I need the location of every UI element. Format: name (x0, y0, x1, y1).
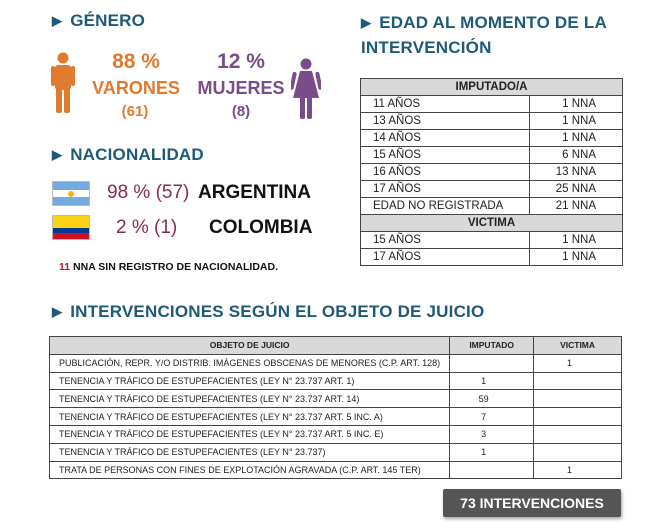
table-row: TENENCIA Y TRÁFICO DE ESTUPEFACIENTES (L… (48, 424, 622, 444)
table-row: PUBLICACIÓN, REPR. Y/O DISTRIB. IMÁGENES… (48, 353, 622, 373)
triangle-right-icon: ▶ (52, 304, 63, 319)
triangle-right-icon: ▶ (52, 13, 63, 28)
victima-header: VICTIMA (360, 214, 623, 232)
table-row: TENENCIA Y TRÁFICO DE ESTUPEFACIENTES (L… (48, 389, 622, 409)
female-percentage: 12 % (217, 50, 265, 73)
colombia-label: COLOMBIA (209, 217, 313, 238)
argentina-label: ARGENTINA (198, 182, 311, 203)
triangle-right-icon: ▶ (361, 15, 372, 30)
triangle-right-icon: ▶ (52, 147, 63, 162)
table-row: 17 AÑOS 25 NNA (360, 180, 624, 198)
male-count: (61) (121, 103, 149, 120)
table-row: 13 AÑOS 1 NNA (360, 112, 624, 130)
nationality-section-title: ▶ NACIONALIDAD (52, 145, 204, 164)
male-percentage: 88 % (112, 50, 160, 73)
imputado-header: IMPUTADO/A (360, 78, 623, 96)
table-row: 16 AÑOS 13 NNA (360, 163, 624, 181)
table-header-row: OBJETO DE JUICIO IMPUTADO VICTIMA (48, 336, 622, 355)
total-interventions-badge: 73 INTERVENCIONES (443, 489, 621, 517)
table-row: EDAD NO REGISTRADA 21 NNA (360, 197, 624, 215)
argentina-flag-icon (52, 181, 90, 206)
age-table: IMPUTADO/A 11 AÑOS 1 NNA 13 AÑOS 1 NNA 14 … (360, 78, 624, 266)
nationality-note: 11 NNA SIN REGISTRO DE NACIONALIDAD. (59, 261, 278, 273)
table-row: 11 AÑOS 1 NNA (360, 95, 624, 113)
female-person-icon (291, 58, 321, 119)
objects-section-title: ▶ INTERVENCIONES SEGÚN EL OBJETO DE JUICI… (52, 302, 485, 321)
colombia-flag-icon (52, 215, 90, 240)
female-label: MUJERES (197, 78, 285, 98)
table-row: 17 AÑOS 1 NNA (360, 248, 624, 266)
argentina-percentage: 98 % (57) (107, 182, 190, 203)
table-row: 15 AÑOS 1 NNA (360, 231, 624, 249)
male-person-icon (51, 52, 75, 113)
male-label: VARONES (92, 78, 180, 98)
table-row: TENENCIA Y TRÁFICO DE ESTUPEFACIENTES (L… (48, 442, 622, 462)
gender-section-title: ▶ GÉNERO (52, 11, 146, 30)
table-row: TRATA DE PERSONAS CON FINES DE EXPLOTACI… (48, 460, 622, 480)
table-row: 15 AÑOS 6 NNA (360, 146, 624, 164)
table-row: 14 AÑOS 1 NNA (360, 129, 624, 147)
female-count: (8) (231, 103, 251, 120)
colombia-percentage: 2 % (1) (116, 217, 178, 238)
table-row: TENENCIA Y TRÁFICO DE ESTUPEFACIENTES (L… (48, 407, 622, 426)
age-section-title: ▶ EDAD AL MOMENTO DE LA INTERVENCIÓN (361, 13, 607, 57)
objects-table: OBJETO DE JUICIO IMPUTADO VICTIMA PUBLIC… (48, 336, 622, 480)
table-row: TENENCIA Y TRÁFICO DE ESTUPEFACIENTES (L… (48, 371, 622, 391)
